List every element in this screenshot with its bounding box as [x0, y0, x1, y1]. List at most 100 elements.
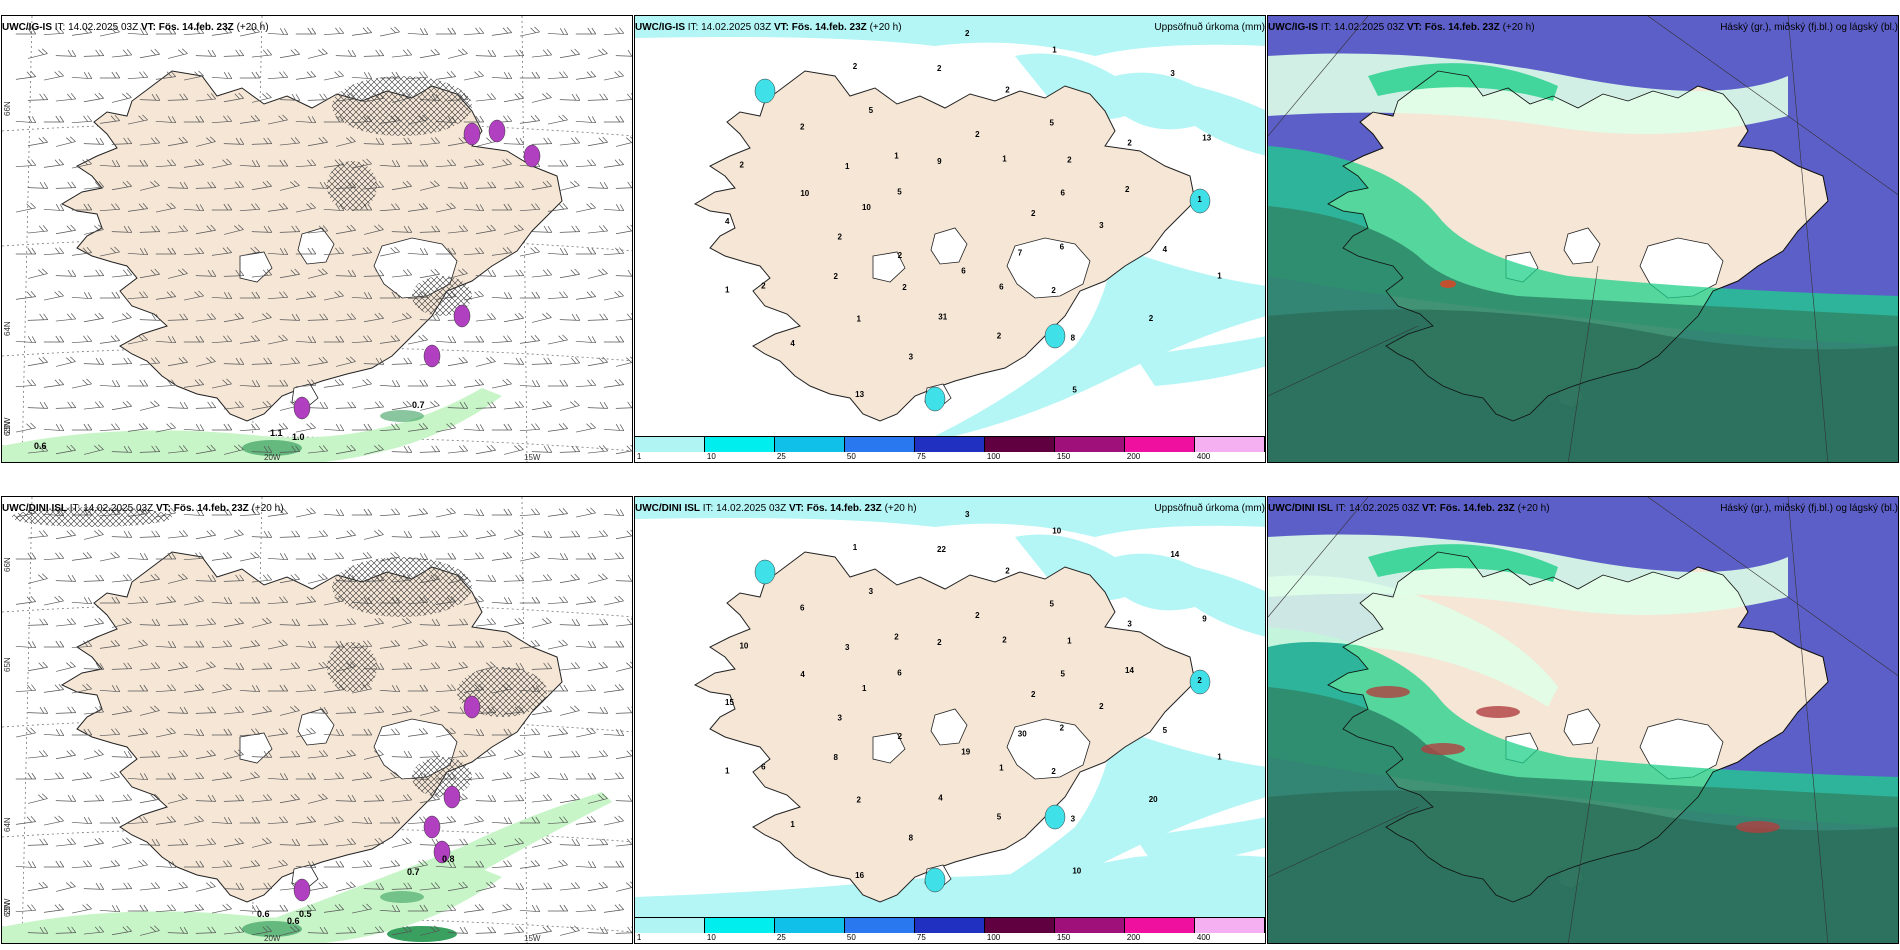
wind-barb: [351, 903, 372, 914]
wind-barb: [111, 925, 132, 936]
wind-barb: [223, 882, 245, 890]
wind-barb: [504, 224, 524, 235]
iceland-group: [60, 70, 563, 422]
wind-barb: [167, 926, 189, 934]
wind-barb: [155, 422, 176, 433]
wind-barb: [295, 727, 316, 738]
colorbar-swatch: [775, 436, 845, 452]
wind-barb: [43, 115, 65, 123]
wind-barb: [531, 357, 553, 365]
wind-barb: [167, 706, 189, 714]
wind-barb: [99, 728, 121, 737]
wind-barb: [279, 93, 301, 101]
wind-barb: [55, 401, 77, 409]
wind-barb: [391, 225, 413, 233]
wind-barb: [391, 269, 413, 278]
wind-barb: [71, 596, 93, 605]
wind-barb: [547, 334, 568, 345]
wind-barb: [503, 401, 525, 410]
wind-barb: [267, 639, 288, 650]
wind-barb: [168, 793, 188, 804]
wind-barb: [463, 815, 484, 826]
wind-barb: [363, 269, 385, 277]
wind-barb: [99, 816, 121, 824]
colorbar-swatch: [985, 436, 1055, 452]
precip-value: 7: [1018, 248, 1023, 257]
wind-barb: [379, 816, 401, 824]
wind-barb: [575, 904, 597, 913]
wind-barb: [295, 247, 317, 255]
wind-barb: [519, 596, 541, 604]
wind-barb: [475, 224, 496, 235]
cloud-layers: [1268, 534, 1898, 943]
init-time: 14.02.2025 03Z: [716, 503, 787, 514]
wind-barb: [615, 574, 632, 582]
colorbar-swatch: [915, 917, 985, 933]
valid-time: Fös. 14.feb. 23Z: [1424, 22, 1500, 33]
boundary-line: [1647, 16, 1898, 195]
wind-barb: [83, 617, 104, 628]
precip-value: 8: [909, 833, 914, 842]
wind-barb: [295, 772, 317, 780]
wind-barb: [419, 750, 441, 758]
wind-barb: [547, 684, 569, 692]
wind-barb: [43, 552, 65, 561]
wind-barb: [407, 334, 428, 345]
colorbar-label: 75: [916, 452, 926, 461]
hatched-area: [327, 642, 377, 692]
wind-barb: [575, 290, 596, 300]
wind-barb: [308, 268, 328, 279]
wind-barb: [575, 115, 597, 124]
wind-barb: [379, 291, 401, 299]
wind-barb: [531, 882, 553, 890]
wind-barb: [587, 750, 609, 759]
wind-barb: [99, 551, 120, 562]
wind-barb: [463, 247, 485, 256]
precip-value: 16: [855, 871, 864, 880]
wind-barb: [631, 601, 632, 605]
wind-barb: [503, 926, 525, 935]
wind-barb: [504, 749, 524, 760]
wind-barb: [419, 618, 441, 626]
wind-barb: [392, 312, 412, 323]
wind-barb: [43, 378, 64, 388]
init-label: IT:: [1335, 503, 1347, 514]
wind-barb: [575, 772, 597, 780]
wind-barb: [267, 859, 288, 870]
init-time: 14.02.2025 03Z: [68, 22, 139, 33]
wind-barb: [447, 401, 469, 409]
wind-barb: [99, 71, 121, 79]
precip-value: 10: [1052, 526, 1061, 535]
colorbar-label: 25: [776, 452, 786, 461]
wind-barbs: [15, 507, 632, 936]
wind-barb: [195, 838, 217, 847]
wind-barb: [84, 444, 104, 455]
wind-barb: [407, 247, 429, 256]
wind-barb: [463, 115, 485, 123]
wind-barb: [391, 705, 412, 716]
wind-barb: [603, 552, 625, 561]
precip-value: 3: [869, 587, 874, 596]
wind-barb: [167, 881, 188, 892]
precip-hotspot: [1189, 188, 1211, 214]
wind-barb: [56, 136, 76, 147]
wind-barb: [111, 137, 133, 145]
wind-barb: [27, 93, 49, 101]
wind-barb: [183, 203, 205, 212]
precip-value: 3: [909, 352, 914, 361]
wind-barb: [155, 247, 177, 255]
wind-barb: [195, 749, 216, 760]
wind-barb: [43, 158, 64, 168]
wind-barb: [211, 378, 232, 389]
wind-barb: [531, 925, 552, 936]
wind-barb: [239, 639, 260, 649]
wind-barb: [43, 70, 64, 81]
wind-barb: [615, 706, 632, 714]
wind-barb: [295, 860, 317, 869]
wind-barb: [631, 209, 632, 211]
precip-value: 8: [1071, 334, 1076, 343]
wind-barb: [71, 71, 93, 80]
wind-barb: [475, 313, 497, 322]
wind-barb: [407, 639, 428, 650]
wind-barb: [491, 508, 513, 516]
